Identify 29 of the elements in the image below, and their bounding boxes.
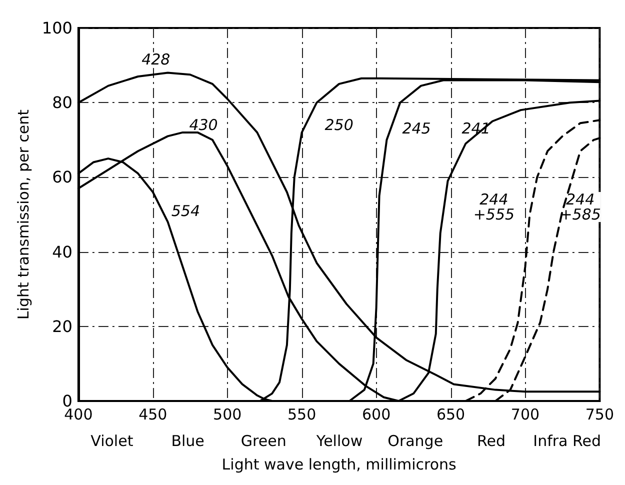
text: Violet: [90, 432, 134, 450]
x-tick-label: 750: [585, 406, 614, 424]
text: Yellow: [315, 432, 363, 450]
annotation: 554: [171, 202, 200, 220]
x-tick-label: 500: [213, 406, 242, 424]
text: Infra Red: [533, 432, 601, 450]
annotation: 244 +585: [560, 190, 601, 224]
x-axis-title: Light wave length, millimicrons: [222, 456, 457, 474]
annotation: 250: [324, 116, 354, 134]
y-tick-label: 40: [52, 242, 72, 262]
x-tick-label: 600: [362, 406, 391, 424]
text: Red: [476, 432, 506, 450]
annotation: 245: [402, 120, 431, 138]
y-tick-label: 80: [52, 93, 72, 112]
y-tick-label: 100: [42, 18, 72, 38]
y-axis-title: Light transmission, per cent: [14, 109, 32, 320]
annotation: 428: [142, 50, 170, 69]
x-tick-label: 650: [436, 406, 466, 424]
x-tick-label: 450: [138, 406, 168, 424]
y-tick-label: 20: [52, 316, 72, 336]
annotation: 244 +555: [473, 190, 515, 224]
y-tick-label: 60: [52, 168, 72, 187]
annotation: 430: [189, 116, 218, 134]
text: Blue: [171, 432, 204, 450]
text: Green: [240, 432, 286, 450]
text: Orange: [388, 432, 444, 450]
x-tick-label: 700: [510, 406, 540, 424]
x-tick-label: 400: [64, 406, 93, 424]
x-tick-label: 550: [288, 406, 316, 424]
